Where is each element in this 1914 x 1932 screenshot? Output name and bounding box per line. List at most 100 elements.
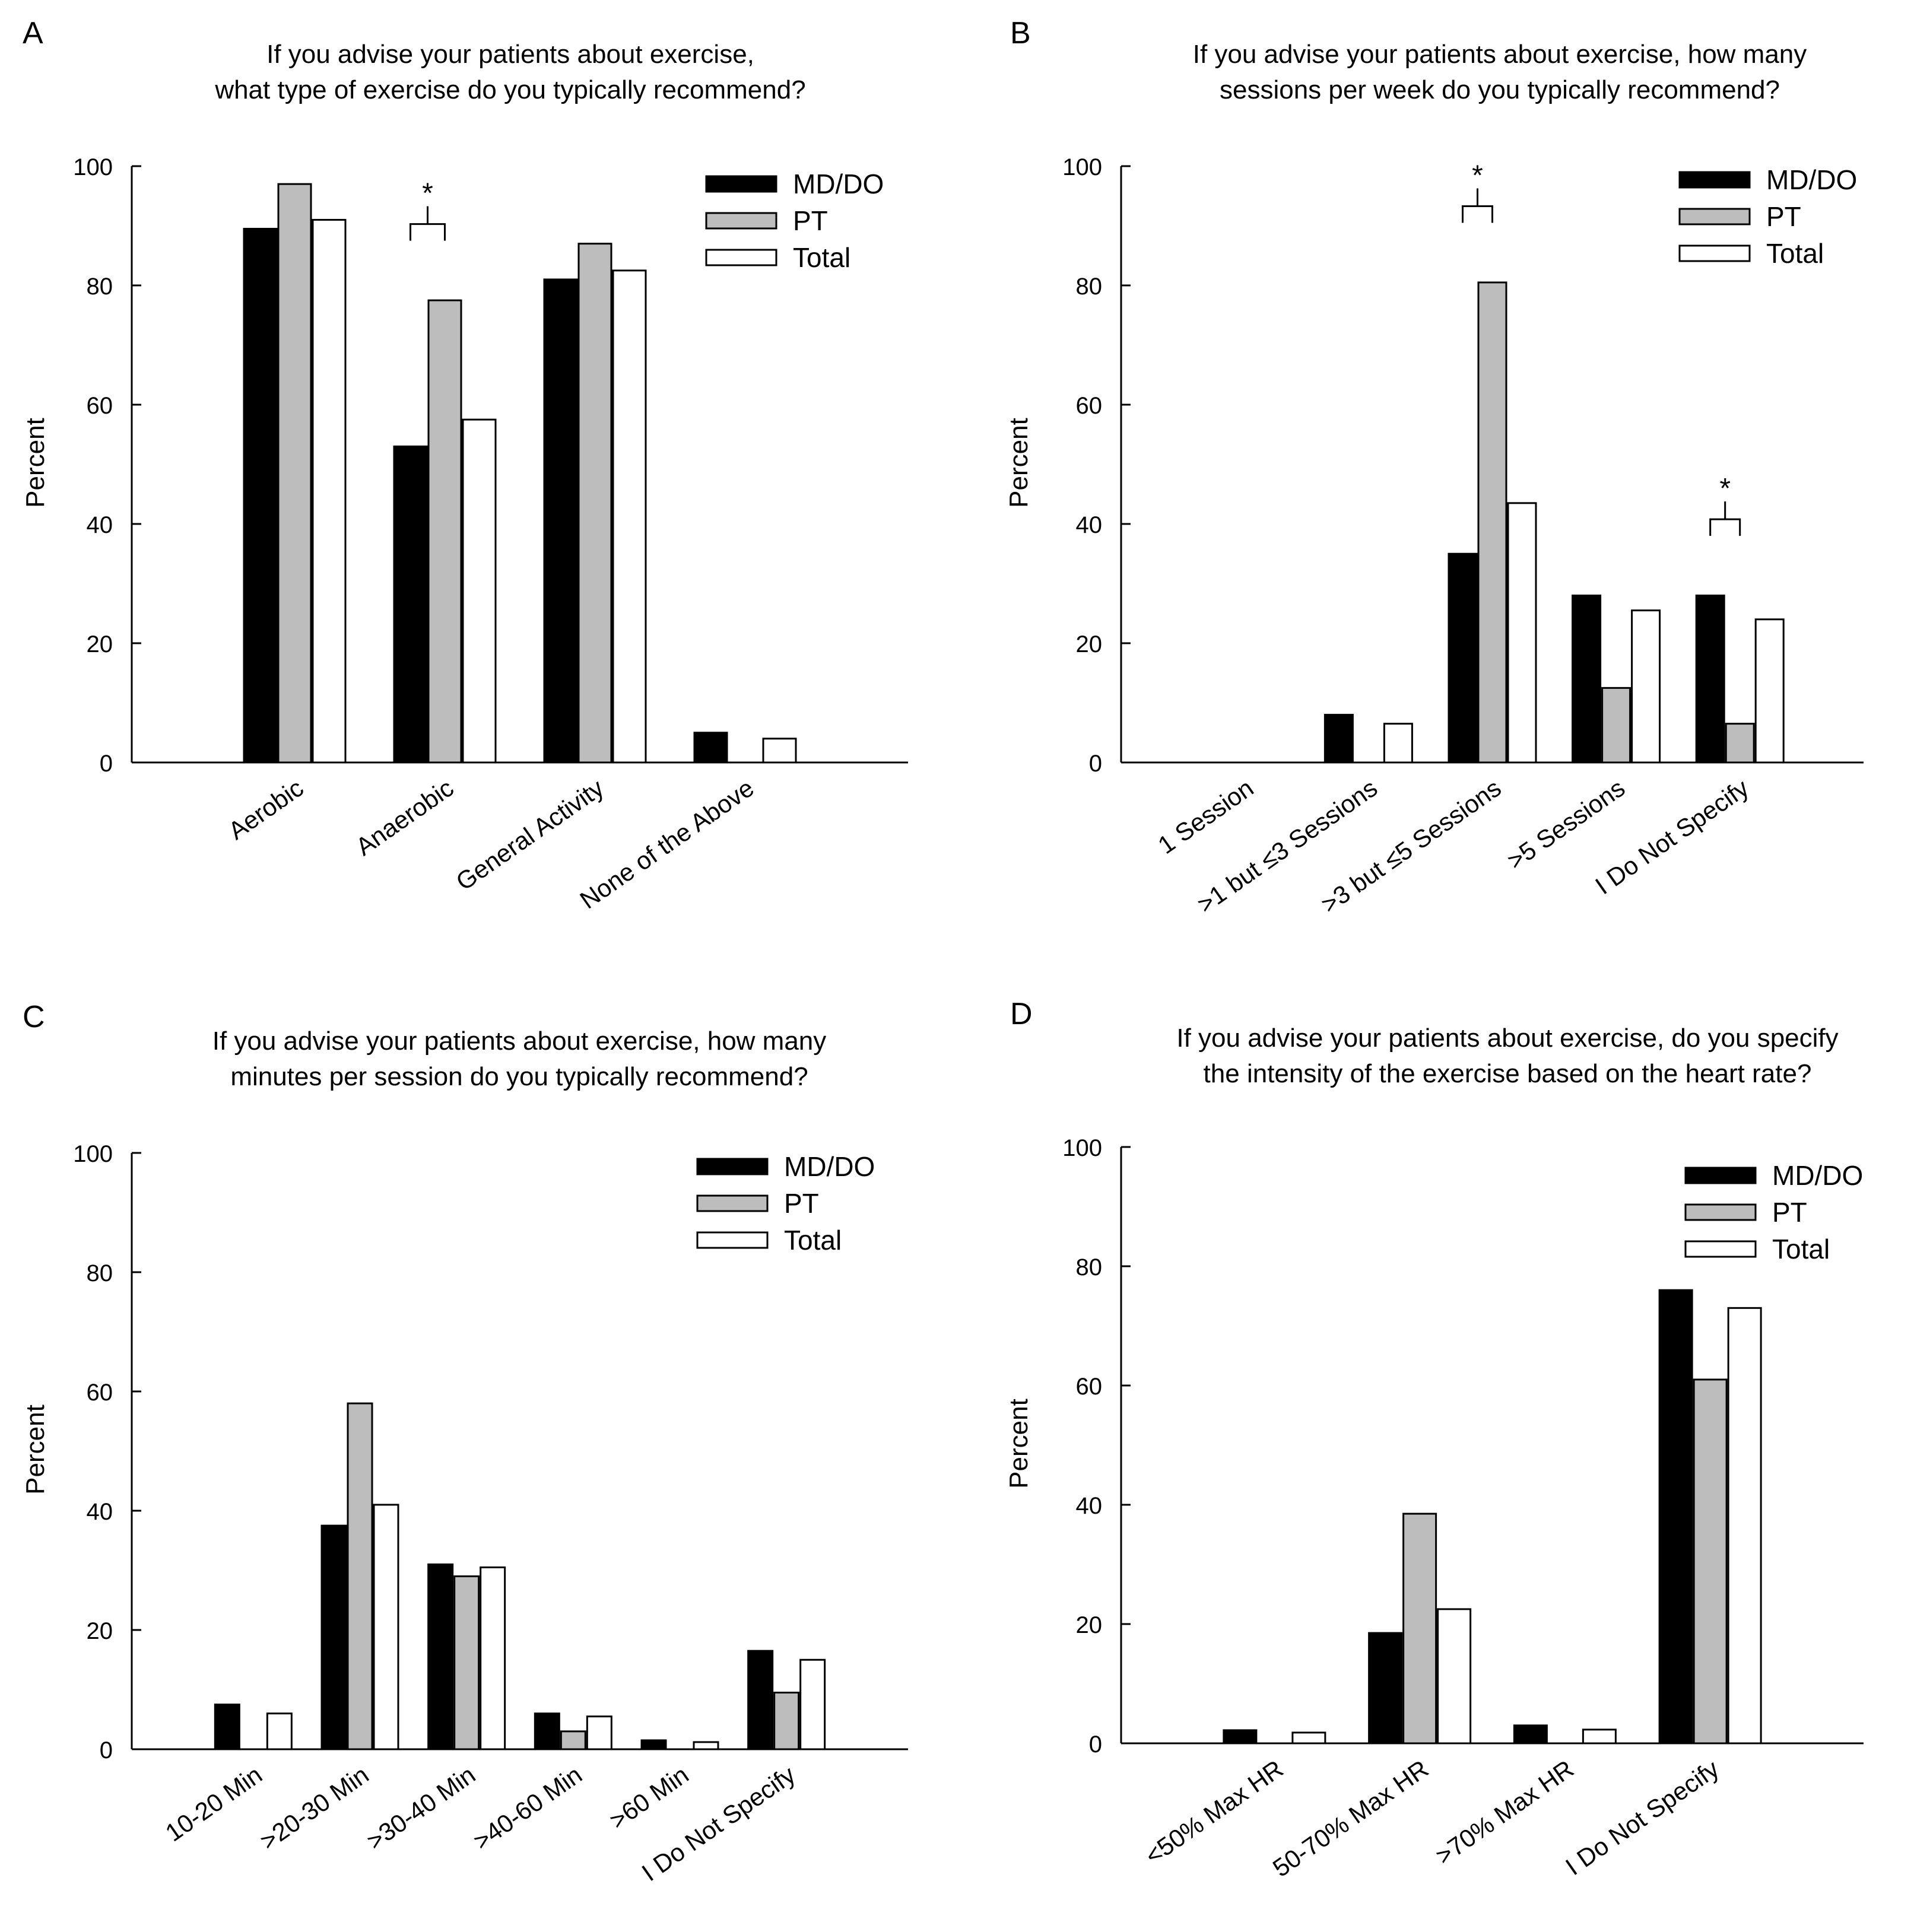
x-tick-label: >5 Sessions [1502,774,1630,875]
bar [693,1741,719,1750]
bar [534,1712,560,1750]
bar [1323,714,1354,764]
bar [1448,552,1478,764]
chart-title-line-2: what type of exercise do you typically r… [215,75,806,104]
x-tick-label: Anaerobic [351,774,459,861]
legend-label: PT [793,205,828,236]
chart-panel-b: 0 20 40 60 80 100 1 Session >1 but ≤3 Sessions >… [957,0,1913,966]
y-tick-label: 100 [73,1141,113,1167]
bar [1727,1307,1762,1744]
y-tick-label: 60 [87,393,113,419]
bar [277,183,312,764]
legend-swatch [1684,1167,1757,1184]
bar [453,1575,480,1750]
y-tick-label: 0 [1089,1731,1102,1758]
chart-panel-d: 0 20 40 60 80 100 <50% Max HR 50-70% Max HR >70%… [957,966,1913,1932]
bar [560,1730,586,1750]
x-tick-label: I Do Not Specify [1560,1755,1724,1881]
bar [1695,595,1725,764]
legend-label: PT [784,1188,819,1219]
y-tick-label: 40 [1076,1493,1103,1519]
y-tick-label: 60 [1076,1374,1103,1400]
significance-bracket [1462,188,1493,223]
bar [640,1739,667,1750]
bar [1402,1512,1437,1744]
chart-title: If you advise your patients about exerci… [1193,37,1807,108]
legend-label: Total [1772,1234,1830,1264]
bar [1437,1608,1472,1744]
legend-label: Total [793,242,850,273]
panel-letter: B [1010,16,1031,50]
x-tick-label: >30-40 Min [361,1761,480,1855]
legend-swatch [696,1158,769,1175]
legend-swatch [1684,1240,1757,1258]
bar [373,1504,399,1750]
y-tick-label: 20 [1076,1612,1103,1638]
y-tick-label: 40 [87,1499,113,1525]
y-tick-label: 60 [1076,393,1103,419]
y-tick-label: 100 [1062,154,1102,180]
significance-bracket [1709,501,1741,536]
significance-marker: * [1719,473,1731,504]
panel-letter: D [1010,997,1033,1031]
x-tick-label: Aerobic [223,774,309,845]
y-axis-label: Percent [21,1404,50,1495]
bar [1383,723,1413,764]
chart-title-line-2: the intensity of the exercise based on t… [1203,1059,1812,1088]
significance-marker: * [422,178,433,209]
y-tick-label: 80 [1076,1254,1103,1280]
legend-label: Total [784,1225,842,1256]
y-tick-label: 40 [87,512,113,538]
legend-swatch [705,249,777,266]
bar [427,299,462,764]
chart-title-line-1: If you advise your patients about exerci… [1192,40,1807,69]
bar [312,218,347,764]
y-tick-label: 80 [1076,274,1103,300]
bar [543,278,578,764]
y-tick-label: 80 [87,274,113,300]
chart-title-line-2: sessions per week do you typically recom… [1219,75,1780,104]
bar [320,1524,347,1750]
bar [1572,595,1602,764]
bar [693,732,728,764]
bar [747,1650,774,1750]
legend-label: MD/DO [784,1151,875,1182]
legend-label: PT [1766,201,1801,232]
y-tick-label: 20 [1076,631,1103,657]
bar [1368,1632,1403,1744]
legend-swatch [696,1231,769,1249]
legend-swatch [705,212,777,230]
y-tick-label: 100 [1062,1135,1102,1161]
bar [1513,1724,1548,1744]
bar [266,1712,293,1750]
bar [1601,687,1631,764]
bar [393,445,428,764]
chart-title: If you advise your patients about exerci… [212,1024,827,1095]
legend-swatch [1678,244,1751,262]
y-tick-label: 0 [1089,751,1102,777]
chart-panel-c: 0 20 40 60 80 100 10-20 Min >20-30 Min >30-40 Mi… [0,966,957,1932]
x-tick-label: <50% Max HR [1140,1755,1288,1870]
y-tick-label: 80 [87,1260,113,1286]
bar [1223,1729,1258,1744]
x-tick-label: >70% Max HR [1430,1755,1579,1870]
bar [1477,281,1507,764]
bar [1754,618,1785,764]
x-tick-label: >20-30 Min [255,1761,374,1855]
significance-marker: * [1472,160,1483,191]
bar [612,269,647,764]
bar [577,243,612,764]
y-tick-label: 0 [100,1737,113,1763]
bar [1507,502,1537,764]
x-tick-label: >60 Min [604,1761,693,1835]
bar [1631,609,1661,764]
chart-title-line-2: minutes per session do you typically rec… [230,1062,808,1091]
bar [347,1402,373,1750]
panel-letter: A [23,16,43,50]
bar [586,1715,612,1750]
x-tick-label: 10-20 Min [160,1761,267,1847]
y-axis-label: Percent [21,418,50,508]
